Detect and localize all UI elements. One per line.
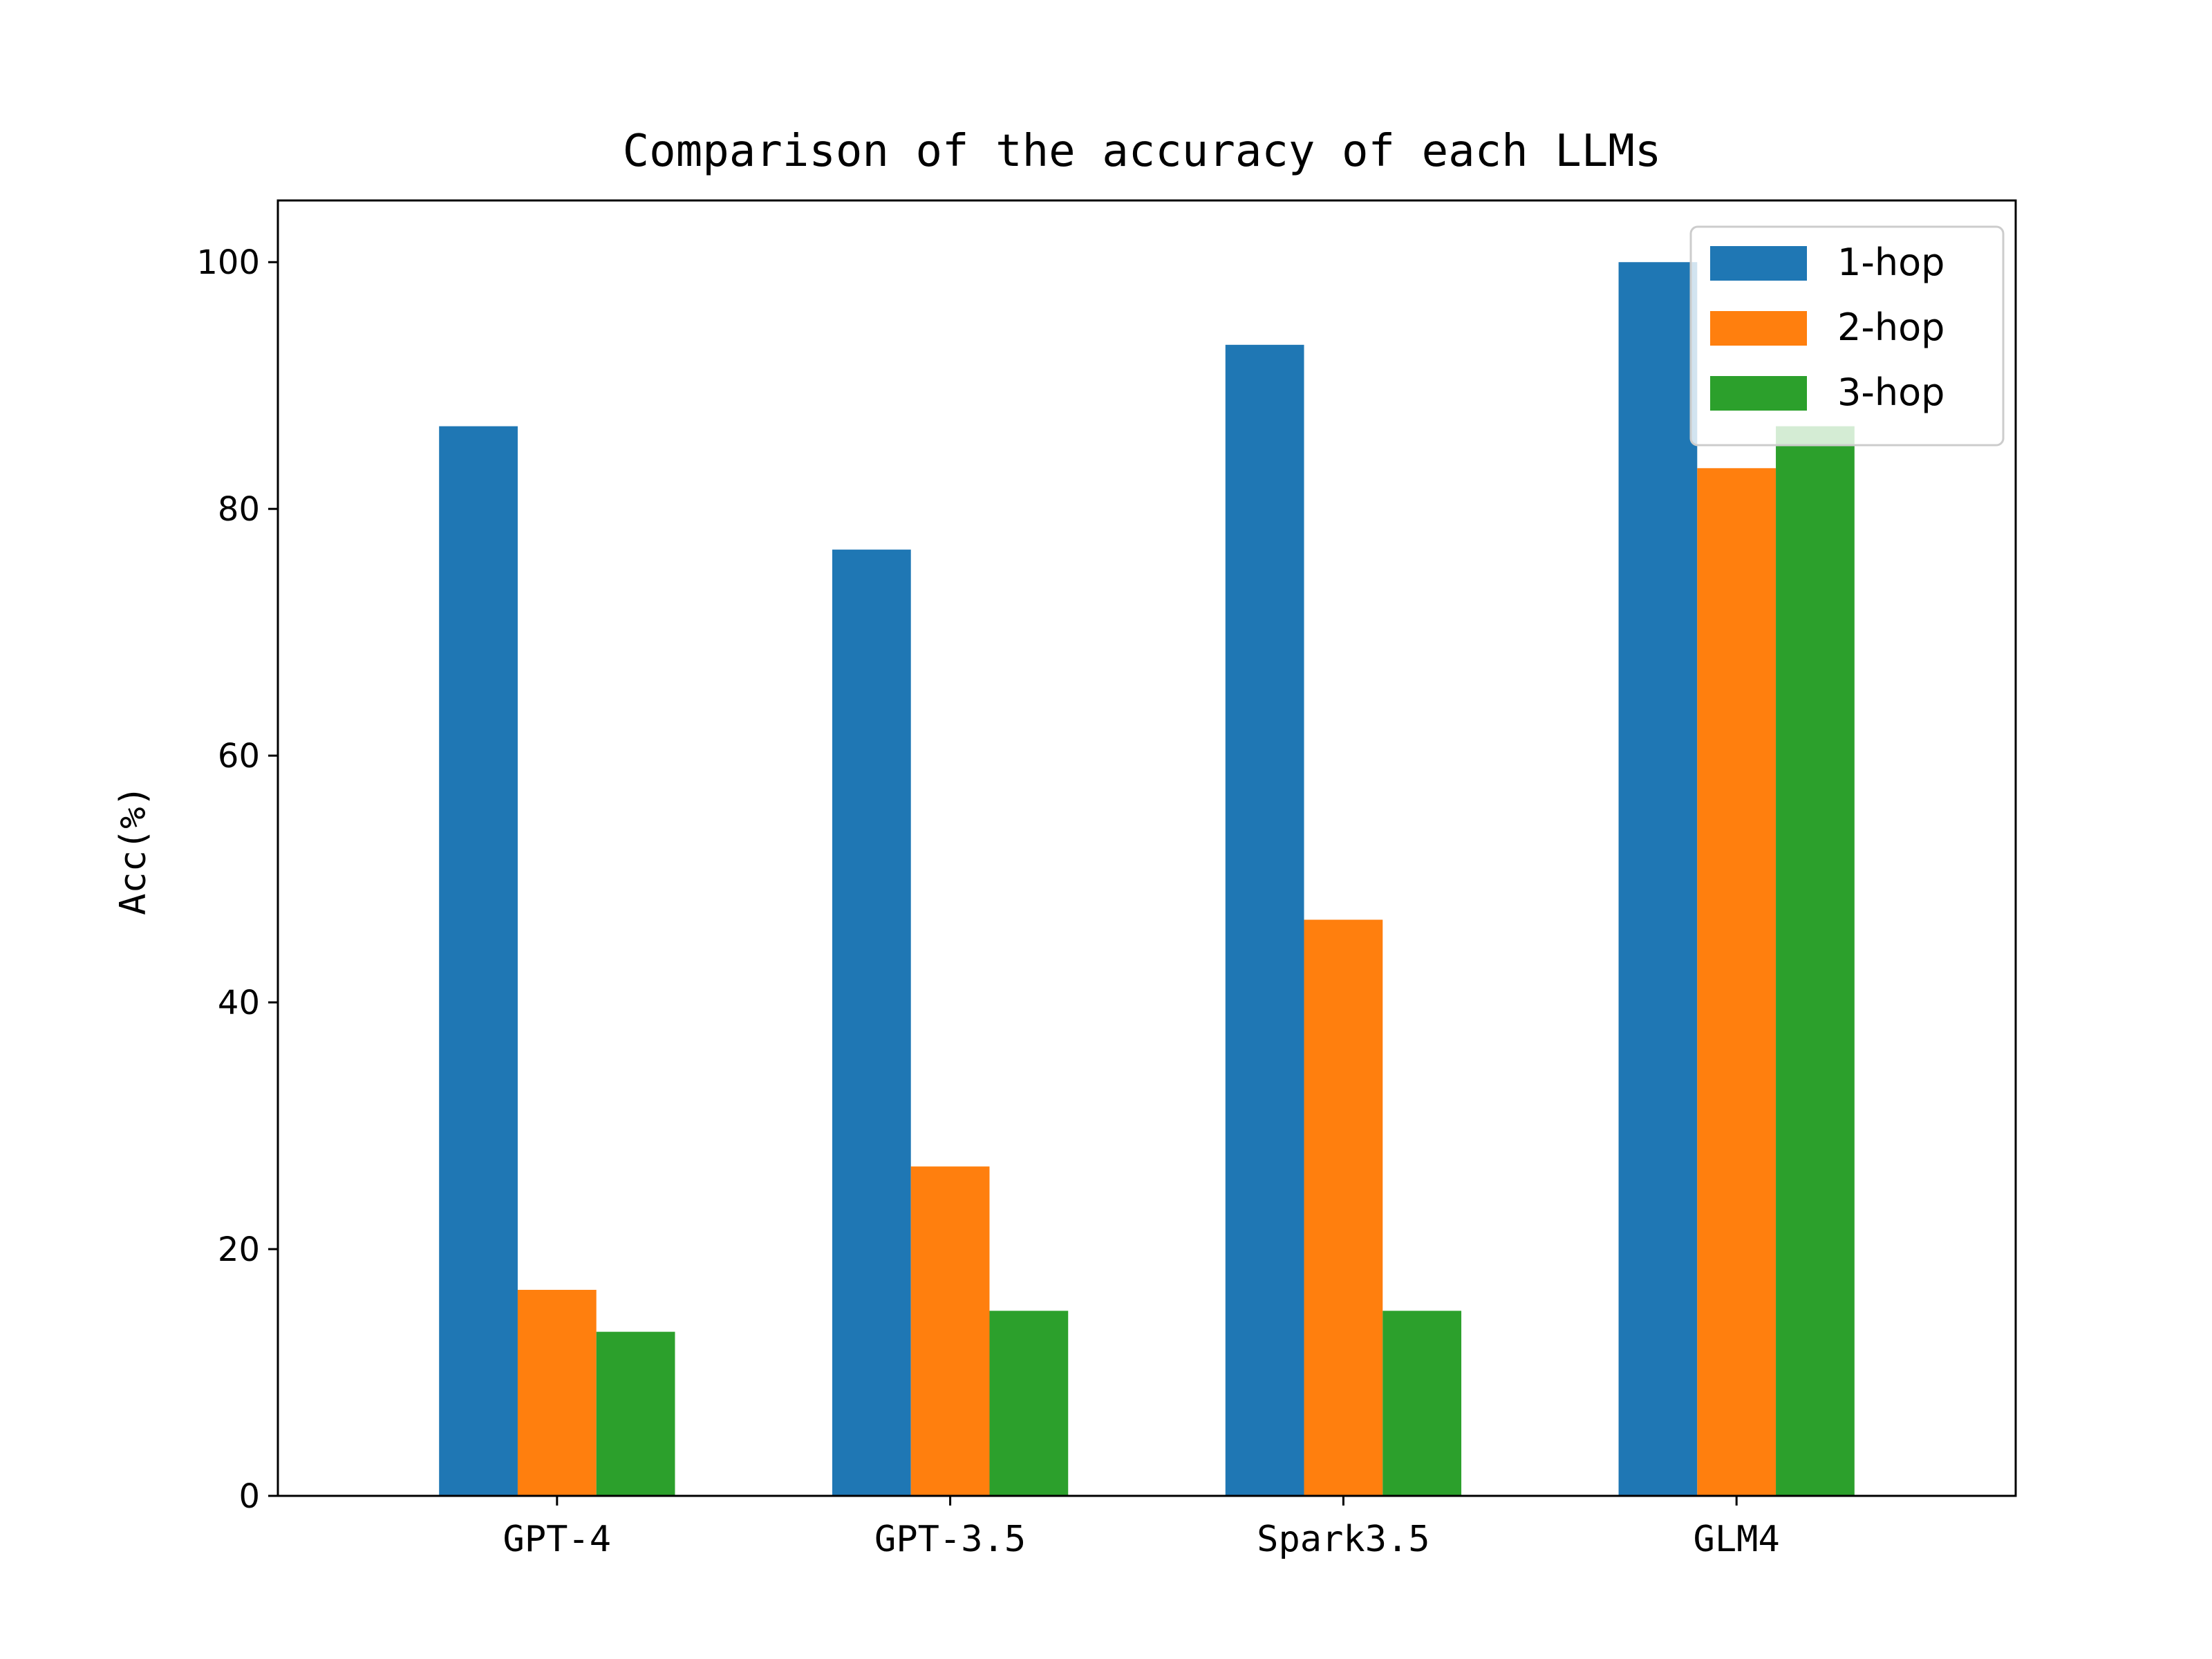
legend-swatch-3-hop	[1710, 376, 1807, 411]
bar-1-hop-Spark3.5	[1225, 344, 1304, 1496]
bar-3-hop-GPT-3.5	[989, 1311, 1069, 1496]
bar-3-hop-GLM4	[1776, 426, 1855, 1496]
y-tick-label: 60	[218, 737, 260, 776]
bar-3-hop-Spark3.5	[1382, 1311, 1462, 1496]
chart-title: Comparison of the accuracy of each LLMs	[623, 126, 1662, 177]
y-tick-label: 20	[218, 1230, 260, 1269]
bar-1-hop-GLM4	[1618, 262, 1698, 1497]
legend-label-1-hop: 1-hop	[1837, 241, 1944, 284]
y-tick-label: 0	[238, 1477, 260, 1516]
bar-2-hop-Spark3.5	[1304, 919, 1383, 1496]
legend-label-3-hop: 3-hop	[1837, 371, 1944, 414]
axes-frame	[276, 199, 2017, 1497]
y-axis-label: Acc(%)	[113, 785, 154, 915]
y-tick-label: 100	[196, 243, 260, 282]
bar-1-hop-GPT-4	[439, 426, 518, 1496]
legend-label-2-hop: 2-hop	[1837, 306, 1944, 349]
legend-swatch-1-hop	[1710, 246, 1807, 281]
x-tick-label: GPT-4	[503, 1519, 612, 1560]
x-tick-label: Spark3.5	[1257, 1519, 1430, 1560]
bar-2-hop-GLM4	[1697, 468, 1777, 1496]
bar-2-hop-GPT-4	[517, 1289, 597, 1496]
legend: 1-hop 2-hop 3-hop	[1689, 225, 2005, 447]
bar-3-hop-GPT-4	[596, 1331, 675, 1496]
legend-swatch-2-hop	[1710, 311, 1807, 346]
x-tick-label: GLM4	[1694, 1519, 1780, 1560]
y-tick-label: 40	[218, 984, 260, 1022]
plot-area: 0 20 40 60 80 100 GPT-4 GPT-3.5 Spark3.5 GLM4	[196, 199, 2017, 1560]
y-tick-label: 80	[218, 490, 260, 529]
x-tick-label: GPT-3.5	[874, 1519, 1026, 1560]
bar-2-hop-GPT-3.5	[910, 1166, 990, 1496]
bar-1-hop-GPT-3.5	[832, 550, 911, 1496]
